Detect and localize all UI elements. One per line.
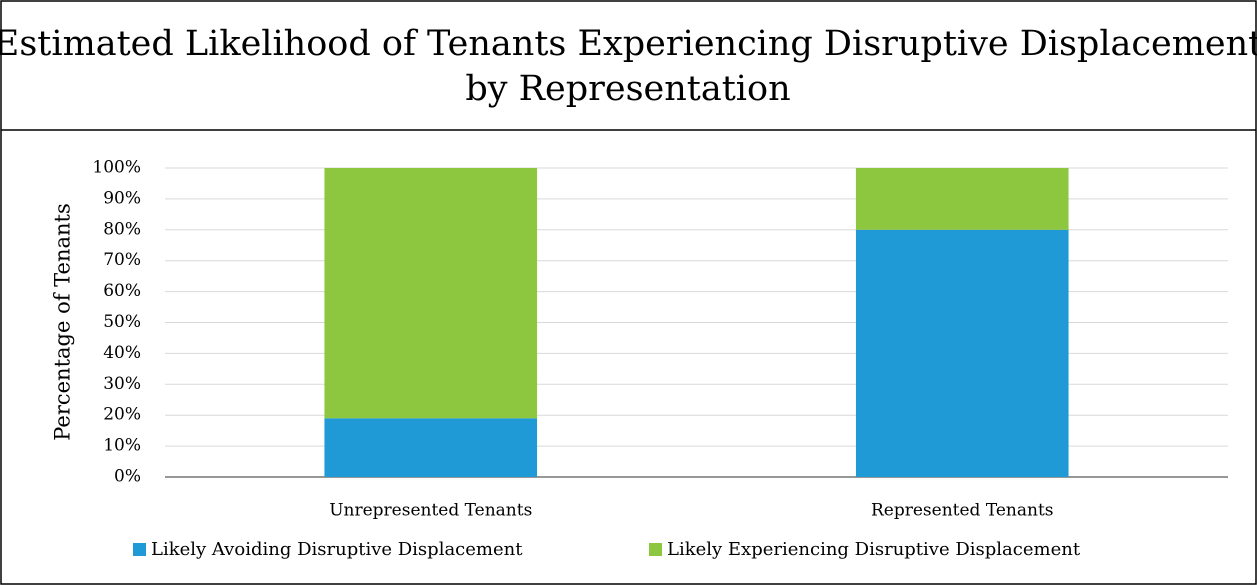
y-tick-label: 0%: [114, 467, 141, 487]
chart-title: Estimated Likelihood of Tenants Experien…: [0, 24, 1257, 109]
y-tick-label: 80%: [103, 219, 141, 239]
bar-segment: [324, 168, 538, 419]
legend-swatch: [649, 543, 662, 556]
y-tick-label: 60%: [103, 281, 141, 301]
y-tick-label: 10%: [103, 436, 141, 456]
y-axis-label: Percentage of Tenants: [51, 203, 75, 441]
legend-swatch: [133, 543, 146, 556]
y-tick-label: 100%: [92, 158, 141, 178]
x-tick-label: Represented Tenants: [871, 501, 1054, 521]
bar-segment: [855, 229, 1069, 477]
y-tick-label: 30%: [103, 374, 141, 394]
legend-label: Likely Avoiding Disruptive Displacement: [151, 539, 523, 560]
bar-segment: [855, 168, 1069, 230]
y-tick-label: 40%: [103, 343, 141, 363]
bar-segment: [324, 418, 538, 477]
legend-label: Likely Experiencing Disruptive Displacem…: [667, 539, 1081, 560]
y-tick-label: 70%: [103, 250, 141, 270]
y-tick-label: 20%: [103, 405, 141, 425]
y-tick-label: 50%: [103, 312, 141, 332]
x-tick-label: Unrepresented Tenants: [329, 501, 532, 521]
y-tick-label: 90%: [103, 188, 141, 208]
